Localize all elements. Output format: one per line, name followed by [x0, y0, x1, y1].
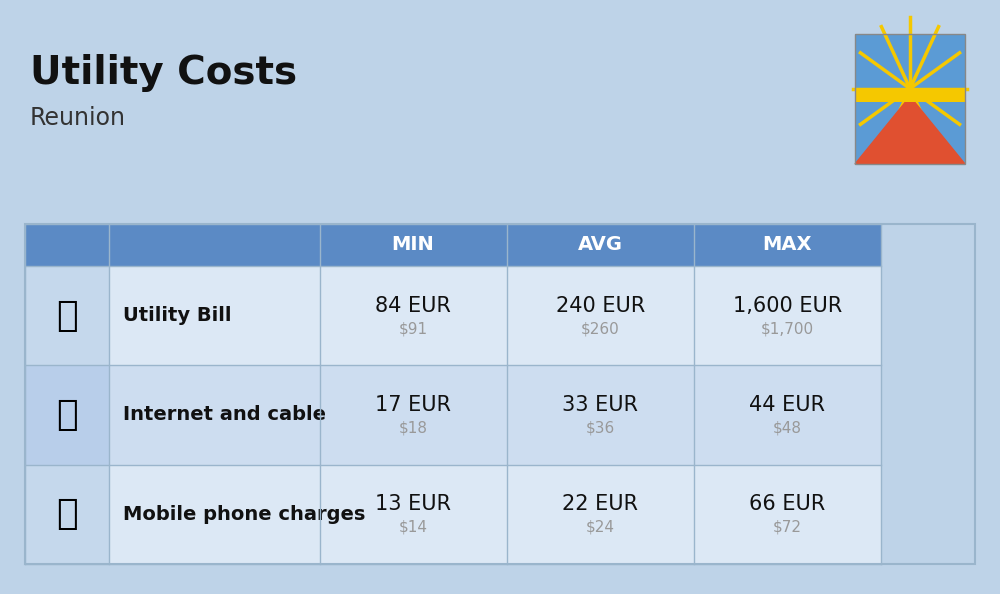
Text: Internet and cable: Internet and cable: [123, 406, 326, 425]
Text: 1,600 EUR: 1,600 EUR: [733, 296, 842, 315]
Bar: [25, 465, 109, 564]
Text: 17 EUR: 17 EUR: [375, 395, 451, 415]
Text: $18: $18: [399, 421, 428, 435]
Text: $260: $260: [581, 321, 620, 336]
Text: 📱: 📱: [56, 497, 78, 532]
Bar: [507, 266, 694, 365]
Text: $14: $14: [399, 520, 428, 535]
Text: $48: $48: [773, 421, 802, 435]
Bar: [507, 365, 694, 465]
Bar: [109, 465, 320, 564]
Text: Utility Costs: Utility Costs: [30, 54, 297, 92]
Bar: [694, 224, 881, 266]
Bar: [320, 365, 507, 465]
Text: Reunion: Reunion: [30, 106, 126, 130]
Text: Utility Bill: Utility Bill: [123, 306, 231, 325]
Text: MIN: MIN: [392, 235, 434, 254]
Text: $72: $72: [773, 520, 802, 535]
Text: Mobile phone charges: Mobile phone charges: [123, 505, 365, 524]
Text: 66 EUR: 66 EUR: [749, 494, 826, 514]
Text: $24: $24: [586, 520, 615, 535]
Text: 240 EUR: 240 EUR: [556, 296, 645, 315]
Text: 33 EUR: 33 EUR: [562, 395, 638, 415]
Text: MAX: MAX: [763, 235, 812, 254]
Bar: [855, 34, 965, 164]
Bar: [855, 34, 965, 164]
Bar: [855, 91, 965, 102]
Text: 84 EUR: 84 EUR: [375, 296, 451, 315]
Bar: [25, 224, 109, 266]
Text: $36: $36: [586, 421, 615, 435]
Text: 44 EUR: 44 EUR: [749, 395, 825, 415]
Polygon shape: [855, 96, 965, 164]
Text: 📶: 📶: [56, 398, 78, 432]
Text: 22 EUR: 22 EUR: [562, 494, 638, 514]
Bar: [109, 266, 320, 365]
Bar: [109, 365, 320, 465]
Bar: [320, 465, 507, 564]
Text: $1,700: $1,700: [761, 321, 814, 336]
Bar: [25, 266, 109, 365]
Bar: [109, 224, 320, 266]
Bar: [507, 224, 694, 266]
Bar: [320, 266, 507, 365]
Text: AVG: AVG: [578, 235, 623, 254]
Text: 🔌: 🔌: [56, 299, 78, 333]
Bar: [25, 365, 109, 465]
Bar: [320, 224, 507, 266]
Bar: [694, 465, 881, 564]
Bar: [694, 266, 881, 365]
Bar: [507, 465, 694, 564]
Bar: [694, 365, 881, 465]
Bar: [25, 224, 975, 564]
Text: 13 EUR: 13 EUR: [375, 494, 451, 514]
Text: $91: $91: [399, 321, 428, 336]
